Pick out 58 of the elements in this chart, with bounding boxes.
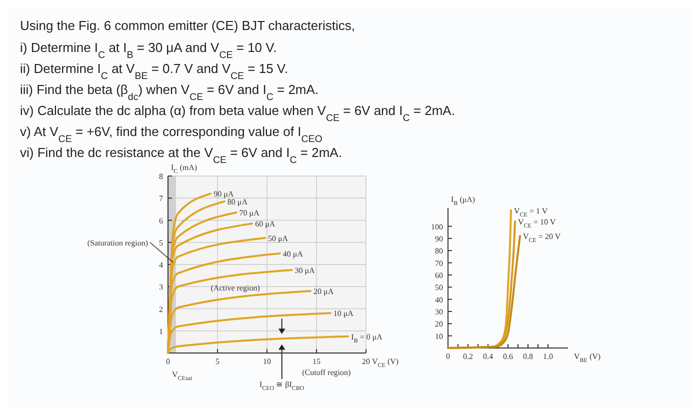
y-tick-label: 70 (435, 258, 443, 268)
series-label: 70 μA (239, 208, 260, 218)
text: iii) Find the beta (β$_{dc}$) when V$_{CE}$ = 6V and I$_{C}$ = 2mA. (20, 82, 319, 102)
y-tick-label: 4 (159, 260, 163, 270)
series-label: V$_{CE}$ = 10 V (518, 217, 556, 230)
y-tick-label: 8 (159, 172, 163, 181)
y-tick-label: 40 (435, 295, 443, 304)
y-tick-label: 7 (159, 194, 163, 204)
text: (Saturation region) (87, 238, 148, 248)
x-axis-title: V$_{BE}$ (V) (574, 352, 601, 364)
x-tick-label: 20 (362, 357, 370, 366)
series-label: 10 μA (333, 309, 354, 318)
text: iv) Calculate the dc alpha (α) from beta value when V$_{CE}$ = 6V and I$_{C}$ = 2mA. (20, 103, 455, 124)
text: (Cutoff region) (302, 368, 351, 377)
y-tick-label: 30 (435, 307, 443, 316)
x-tick-label: 0.6 (503, 352, 513, 361)
x-tick-label: 0.4 (483, 352, 493, 361)
x-tick-label: 10 (263, 357, 271, 366)
series-label: 80 μA (227, 197, 248, 206)
text: i) Determine I$_{C}$ at I$_{B}$ = 30 μA and V$_{CE}$ = 10 V. (20, 40, 277, 60)
x-tick-label: 5 (216, 357, 220, 366)
text: V$_{CEsat}$ (172, 370, 192, 382)
y-tick-label: 50 (435, 283, 443, 292)
series-label: 50 μA (268, 234, 288, 243)
y-tick-label: 80 (435, 246, 443, 256)
y-axis-title: I$_{B}$ (μA) (451, 195, 476, 207)
y-tick-label: 3 (159, 282, 163, 292)
x-tick-label: 1.0 (543, 352, 553, 361)
y-tick-label: 2 (159, 304, 163, 314)
text: v) At V$_{CE}$ = +6V, find the corresponding value of I$_{CEO}$ (20, 124, 323, 144)
x-tick-label: 0.2 (463, 352, 473, 361)
text: ii) Determine I$_{C}$ at V$_{BE}$ = 0.7 V and V$_{CE}$ = 15 V. (20, 61, 288, 82)
y-tick-label: 5 (159, 238, 163, 248)
series-label: 40 μA (282, 249, 304, 258)
y-tick-label: 90 (435, 234, 443, 244)
y-tick-label: 10 (435, 332, 443, 341)
series-label: 60 μA (255, 220, 276, 229)
series-label: 90 μA (214, 190, 234, 199)
text: vi) Find the dc resistance at the V$_{CE}$ = 6V and I$_{C}$ = 2mA. (20, 145, 342, 166)
annotation: (Active region) (210, 284, 260, 293)
y-tick-label: 100 (431, 222, 443, 232)
y-tick-label: 6 (159, 216, 163, 226)
text: I$_{CEO}$ ≅ βI$_{CBO}$ (259, 380, 305, 392)
series-label: V$_{CE}$ = 1 V (514, 206, 548, 218)
x-tick-label: 0.8 (523, 352, 533, 361)
series-label: V$_{CE}$ = 20 V (523, 232, 561, 244)
y-tick-label: 60 (435, 270, 443, 280)
y-tick-label: 1 (159, 326, 163, 336)
x-tick-label: 0 (166, 357, 170, 366)
x-axis-title: V$_{CE}$ (V) (372, 357, 399, 369)
x-tick-label: 0 (446, 352, 450, 361)
x-tick-label: 15 (312, 357, 320, 366)
y-tick-label: 20 (435, 320, 443, 329)
series-label: 30 μA (294, 266, 316, 276)
series-label: I$_{B}$ = 0 μA (351, 332, 383, 344)
y-axis-title: I$_{C}$ (mA) (171, 163, 198, 175)
text: Using the Fig. 6 common emitter (CE) BJT characteristics, (20, 18, 355, 33)
series-label: 20 μA (314, 287, 334, 296)
